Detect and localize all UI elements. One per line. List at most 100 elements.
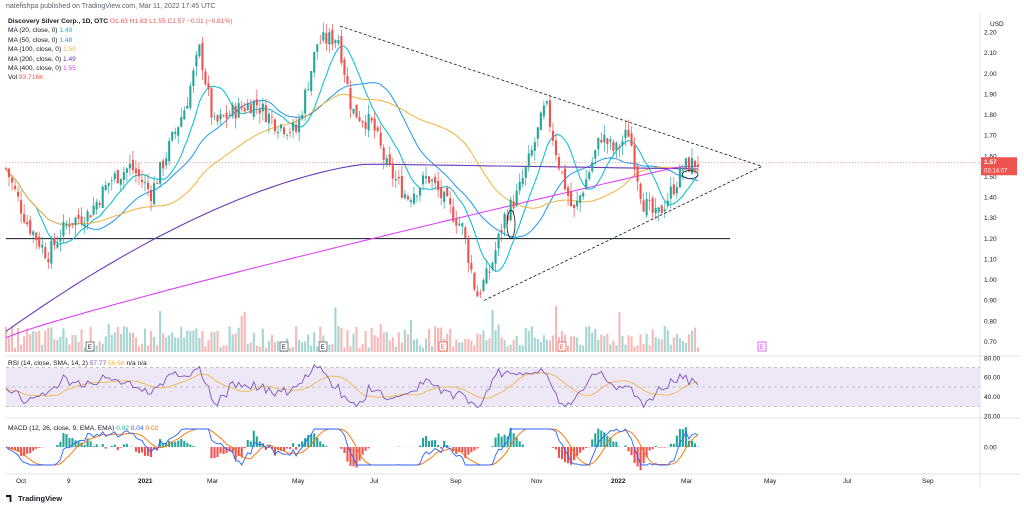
- footer-brand[interactable]: TradingView: [6, 494, 62, 503]
- candle-body: [660, 205, 663, 214]
- volume-bar: [71, 334, 74, 352]
- candle-body: [313, 52, 316, 73]
- macd-histogram-bar: [609, 437, 612, 447]
- candle-body: [298, 118, 301, 133]
- volume-bar: [252, 332, 255, 352]
- volume-bar: [23, 336, 26, 352]
- volume-bar: [153, 337, 156, 352]
- macd-histogram-bar: [177, 440, 180, 447]
- candle-body: [434, 176, 437, 184]
- macd-histogram-bar: [421, 437, 425, 447]
- indicator-label: MA (20, close, 0): [8, 27, 58, 35]
- price-tick-label: 1.00: [984, 277, 997, 284]
- volume-bar: [585, 326, 588, 352]
- candle-body: [20, 200, 23, 214]
- candle-body: [134, 168, 137, 174]
- candle-body: [570, 191, 573, 207]
- candle-body: [446, 187, 449, 197]
- macd-histogram-bar: [473, 447, 476, 451]
- candle-body: [143, 182, 147, 184]
- macd-histogram-bar: [645, 447, 648, 458]
- candle-body: [567, 187, 570, 196]
- time-tick-label: 9: [67, 478, 71, 485]
- indicator-row[interactable]: MA (100, close, 0) 1.50: [8, 45, 232, 54]
- indicator-row[interactable]: MA (200, close, 0) 1.49: [8, 55, 232, 64]
- candle-body: [77, 214, 80, 219]
- indicator-row[interactable]: MA (20, close, 0) 1.49: [8, 26, 232, 35]
- macd-histogram-bar: [494, 437, 497, 447]
- candle-body: [195, 55, 198, 67]
- change-value: −0.01 (−0.81%): [186, 18, 233, 25]
- candle-body: [180, 117, 183, 127]
- indicator-row[interactable]: MA (50, close, 0) 1.48: [8, 36, 232, 45]
- macd-histogram-bar: [295, 447, 298, 450]
- macd-histogram-bar: [669, 443, 672, 447]
- macd-histogram-bar: [17, 447, 20, 452]
- volume-bar: [473, 345, 476, 352]
- volume-bar: [645, 333, 648, 352]
- indicator-row[interactable]: Vol 83.716K: [8, 73, 232, 82]
- macd-histogram-bar: [38, 447, 41, 448]
- macd-histogram-bar: [554, 447, 558, 450]
- earnings-marker: [85, 341, 95, 352]
- candle-body: [428, 176, 431, 183]
- earnings-marker: [438, 341, 448, 352]
- volume-bar: [609, 344, 612, 352]
- volume-bar: [159, 310, 162, 352]
- macd-value: 0.04: [130, 425, 144, 432]
- time-tick-label: Mar: [207, 478, 219, 485]
- volume-bar: [267, 341, 270, 352]
- indicator-value: 1.50: [62, 46, 76, 54]
- candle-body: [316, 44, 319, 52]
- volume-bar: [548, 340, 551, 352]
- candle-body: [521, 178, 524, 185]
- indicator-label: Vol: [8, 74, 18, 82]
- candle-body: [346, 75, 349, 84]
- time-tick-label: 2021: [138, 478, 153, 485]
- candle-body: [276, 132, 280, 134]
- volume-bar: [125, 327, 128, 352]
- candle-body: [23, 213, 26, 223]
- candle-body: [304, 89, 307, 114]
- symbol-row[interactable]: Discovery Silver Corp., 1D, OTC O1.63 H1…: [8, 17, 232, 26]
- volume-bar: [506, 346, 509, 352]
- volume-bar: [524, 328, 527, 352]
- candle-body: [654, 207, 657, 214]
- rsi-legend[interactable]: RSI (14, close, SMA, 14, 2) 57.77 56.66 …: [8, 360, 147, 367]
- candle-body: [548, 100, 551, 128]
- macd-histogram-bar: [89, 441, 92, 447]
- volume-bar: [316, 346, 319, 352]
- volume-bar: [696, 347, 700, 352]
- rsi-ma-line: [5, 372, 699, 399]
- macd-legend[interactable]: MACD (12, 26, close, 9, EMA, EMA) 0.02 0…: [8, 425, 158, 432]
- price-tag-countdown: 03:14:07: [984, 168, 1008, 174]
- indicator-label: MA (50, close, 0): [8, 36, 58, 44]
- macd-histogram-bar: [213, 447, 216, 459]
- candle-body: [234, 105, 237, 119]
- volume-bar: [352, 333, 355, 352]
- macd-histogram-bar: [261, 443, 264, 447]
- macd-histogram-bar: [573, 447, 576, 461]
- candle-body: [382, 147, 385, 160]
- macd-histogram-bar: [74, 440, 77, 447]
- candle-body: [512, 201, 515, 208]
- candle-body: [630, 133, 633, 146]
- macd-histogram-bar: [325, 445, 328, 447]
- candle-body: [488, 271, 491, 273]
- candle-body: [149, 189, 153, 202]
- candle-body: [95, 201, 98, 210]
- indicator-row[interactable]: MA (400, close, 0) 1.55: [8, 64, 232, 73]
- macd-histogram-bar: [32, 447, 35, 451]
- price-tick-label: 1.10: [984, 256, 997, 263]
- volume-bar: [455, 339, 458, 352]
- volume-bar: [47, 328, 50, 352]
- volume-bar: [400, 342, 403, 352]
- candle-body: [379, 132, 382, 146]
- candle-body: [370, 117, 373, 121]
- volume-bar: [470, 340, 473, 352]
- volume-bar: [298, 339, 301, 352]
- volume-bar: [636, 345, 639, 352]
- candle-body: [334, 40, 337, 44]
- currency-label: USD: [990, 21, 1004, 28]
